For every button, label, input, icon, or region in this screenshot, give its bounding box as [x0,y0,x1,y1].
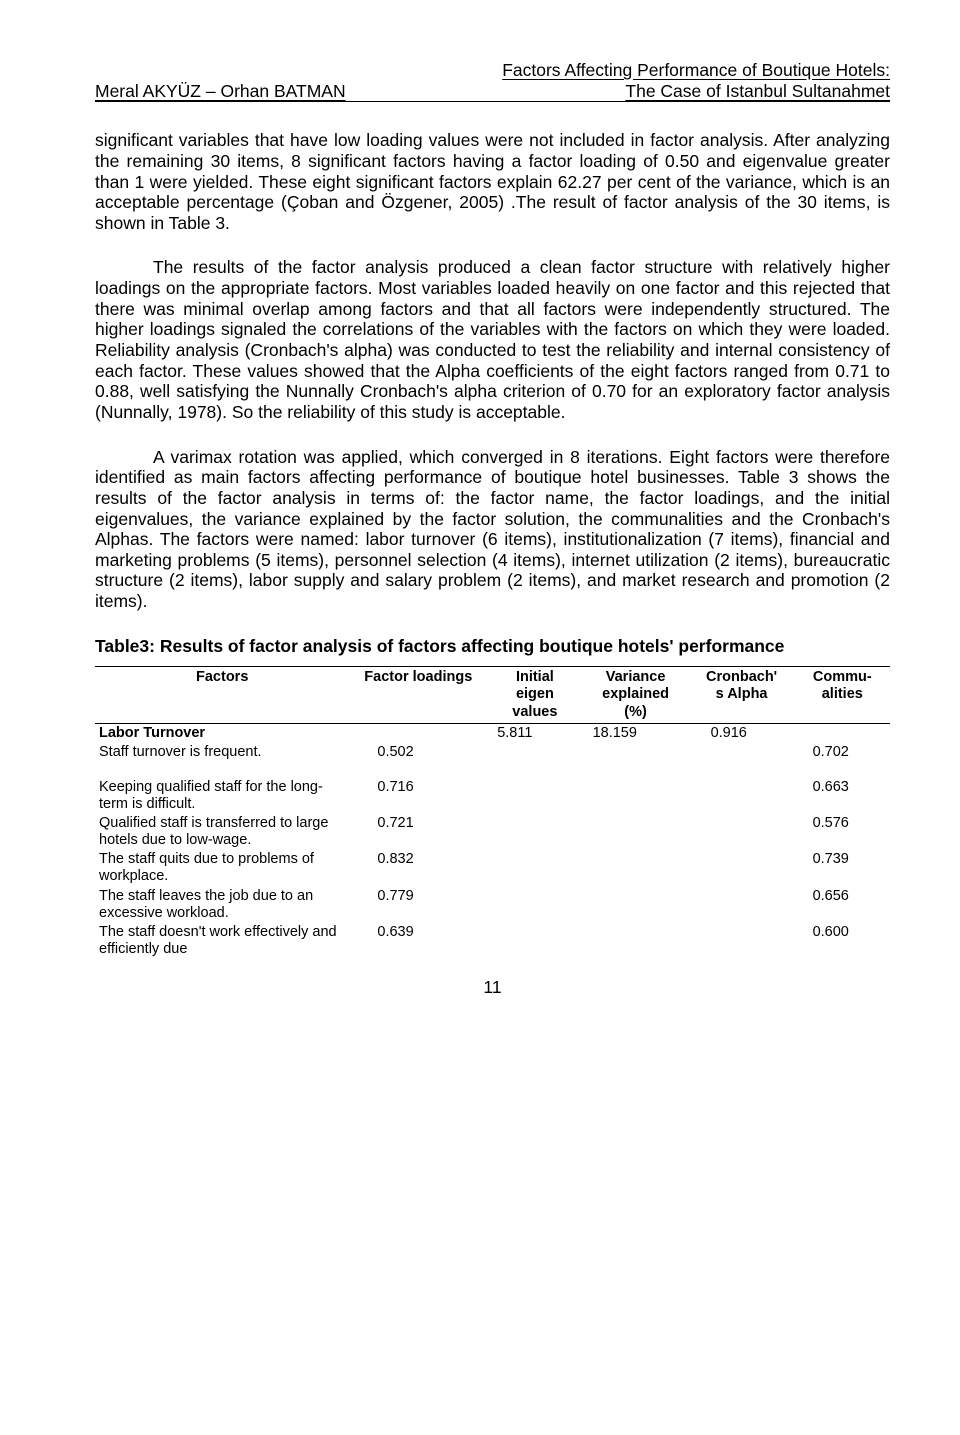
table-header-row: Factors Factor loadings Initial eigen va… [95,667,890,723]
row-comm: 0.663 [795,778,890,814]
table-row: Keeping qualified staff for the long-ter… [95,778,890,814]
header-title-line2: The Case of Istanbul Sultanahmet [625,81,890,101]
header-title: Factors Affecting Performance of Boutiqu… [502,60,890,101]
header-title-line1: Factors Affecting Performance of Boutiqu… [502,60,890,80]
header-authors: Meral AKYÜZ – Orhan BATMAN [95,81,346,102]
page-number: 11 [95,977,890,998]
row-label: Keeping qualified staff for the long-ter… [95,778,349,814]
table-row: Staff turnover is frequent. 0.502 0.702 [95,743,890,762]
factor-variance: 18.159 [583,723,689,743]
row-label: The staff doesn't work effectively and e… [95,923,349,959]
row-loading: 0.716 [349,778,487,814]
row-loading: 0.721 [349,814,487,850]
row-comm: 0.656 [795,887,890,923]
row-comm: 0.576 [795,814,890,850]
factor-name: Labor Turnover [95,723,349,743]
factor-analysis-table: Factors Factor loadings Initial eigen va… [95,666,890,959]
col-variance: Variance explained (%) [583,667,689,723]
factor-alpha: 0.916 [689,723,795,743]
col-loadings: Factor loadings [349,667,487,723]
table-row: The staff quits due to problems of workp… [95,850,890,886]
table-title: Table3: Results of factor analysis of fa… [95,636,890,657]
row-comm: 0.702 [795,743,890,762]
col-comm: Commu- alities [795,667,890,723]
paragraph-2: The results of the factor analysis produ… [95,257,890,422]
row-loading: 0.779 [349,887,487,923]
factor-eigen: 5.811 [487,723,582,743]
paragraph-3: A varimax rotation was applied, which co… [95,447,890,612]
table-row: The staff leaves the job due to an exces… [95,887,890,923]
row-label: Staff turnover is frequent. [95,743,349,762]
row-label: The staff leaves the job due to an exces… [95,887,349,923]
row-loading: 0.832 [349,850,487,886]
row-comm: 0.739 [795,850,890,886]
paragraph-1: significant variables that have low load… [95,130,890,233]
col-eigen: Initial eigen values [487,667,582,723]
row-loading: 0.639 [349,923,487,959]
row-label: The staff quits due to problems of workp… [95,850,349,886]
factor-header-row: Labor Turnover 5.811 18.159 0.916 [95,723,890,743]
row-loading: 0.502 [349,743,487,762]
row-label: Qualified staff is transferred to large … [95,814,349,850]
table-row: Qualified staff is transferred to large … [95,814,890,850]
table-row: The staff doesn't work effectively and e… [95,923,890,959]
page-header: Meral AKYÜZ – Orhan BATMAN Factors Affec… [95,60,890,102]
col-factors: Factors [95,667,349,723]
row-comm: 0.600 [795,923,890,959]
col-alpha: Cronbach' s Alpha [689,667,795,723]
